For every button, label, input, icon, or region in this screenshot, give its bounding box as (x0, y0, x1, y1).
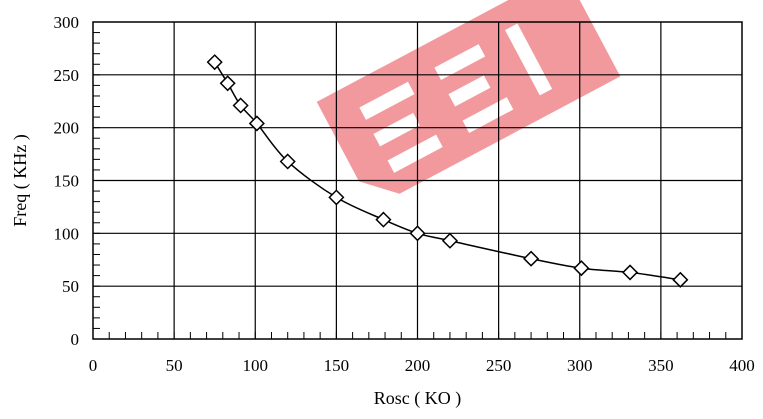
y-tick-label: 300 (54, 13, 80, 32)
watermark-cut (359, 81, 415, 120)
x-tick-label: 50 (166, 356, 183, 375)
y-tick-label: 0 (71, 330, 80, 349)
y-tick-label: 250 (54, 66, 80, 85)
x-tick-label: 250 (486, 356, 512, 375)
y-tick-label: 150 (54, 172, 80, 191)
data-point-marker (328, 189, 345, 206)
data-point-marker (672, 271, 689, 288)
x-tick-labels: 0 50 100 150 200 250 300 350 400 (89, 356, 755, 375)
data-point-marker (375, 211, 392, 228)
data-point-marker (409, 225, 426, 242)
y-axis-label: Freq ( KHz ) (10, 134, 31, 226)
x-tick-label: 0 (89, 356, 98, 375)
data-point-marker (523, 250, 540, 267)
data-point-marker (232, 97, 249, 114)
watermark-shape (316, 0, 621, 194)
watermark-block (316, 0, 621, 194)
x-tick-label: 100 (243, 356, 269, 375)
watermark-cut (448, 75, 491, 107)
watermark-cut (462, 97, 514, 133)
watermark-logo (316, 0, 621, 194)
x-tick-label: 400 (729, 356, 755, 375)
data-point-marker (248, 115, 265, 132)
y-tick-label: 200 (54, 119, 80, 138)
data-point-marker (441, 232, 459, 249)
watermark-cut (373, 112, 420, 147)
x-tick-label: 150 (324, 356, 350, 375)
data-point-marker (206, 54, 223, 71)
x-axis-label: Rosc ( KO ) (374, 388, 462, 409)
data-point-marker (621, 264, 639, 281)
series (206, 54, 689, 288)
y-tick-labels: 0 50 100 150 200 250 300 (54, 13, 80, 349)
grid (93, 22, 742, 339)
x-tick-label: 350 (648, 356, 674, 375)
data-point-marker (279, 153, 296, 170)
x-tick-label: 200 (405, 356, 431, 375)
y-tick-label: 50 (62, 277, 79, 296)
y-tick-label: 100 (54, 224, 80, 243)
x-tick-label: 300 (567, 356, 593, 375)
minor-ticks (93, 32, 727, 339)
data-point-marker (573, 260, 590, 277)
watermark-cut (505, 23, 553, 96)
watermark-cut (434, 44, 486, 80)
watermark-cut (387, 134, 443, 173)
data-point-marker (219, 75, 236, 92)
plot-frame (92, 21, 743, 340)
